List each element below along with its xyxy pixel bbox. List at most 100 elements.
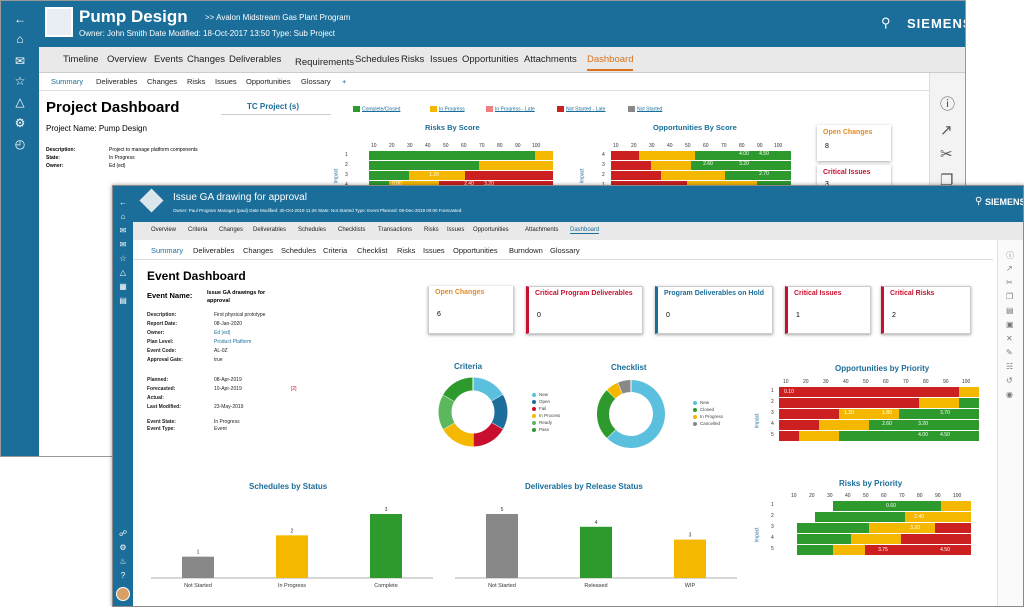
calendar-icon[interactable]: ▦ [119, 282, 127, 291]
copy-icon[interactable]: ❐ [940, 172, 954, 189]
copy-icon[interactable]: ❐ [1006, 292, 1014, 301]
tab-risks[interactable]: Risks [424, 227, 439, 233]
subtab-opportunities[interactable]: Opportunities [453, 246, 498, 255]
tab-timeline[interactable]: Timeline [63, 54, 99, 65]
deliverables-bar-wip[interactable] [674, 539, 706, 578]
open-changes-card[interactable]: Open Changes 8 [817, 125, 891, 161]
tab-schedules[interactable]: Schedules [355, 54, 400, 65]
tab-checklists[interactable]: Checklists [338, 227, 366, 233]
folder-icon[interactable]: ▣ [1006, 320, 1014, 329]
tab-events[interactable]: Events [154, 54, 184, 65]
tab-dashboard[interactable]: Dashboard [587, 54, 634, 71]
plan-level-link[interactable]: Product Platform [214, 339, 252, 345]
legend-not-started-late[interactable]: Not Started - Late [557, 106, 605, 112]
subtab-glossary[interactable]: Glossary [301, 77, 331, 86]
tab-attachments[interactable]: Attachments [524, 54, 577, 65]
checklist-slice-new[interactable] [606, 380, 665, 448]
owner-link[interactable]: Ed (ed) [214, 330, 231, 336]
tab-risks[interactable]: Risks [401, 54, 425, 65]
cut-icon[interactable]: ✂ [940, 146, 953, 163]
tab-opportunities[interactable]: Opportunities [462, 54, 519, 65]
subtab-schedules[interactable]: Schedules [281, 246, 317, 255]
legend-label[interactable]: In Progress - Late [495, 106, 535, 113]
tab-dashboard[interactable]: Dashboard [570, 227, 600, 234]
add-subtab-button[interactable]: + [342, 77, 347, 86]
subtab-issues[interactable]: Issues [423, 246, 445, 255]
back-arrow-icon[interactable]: ← [119, 198, 127, 207]
legend-label[interactable]: In Progress [439, 106, 465, 113]
tab-overview[interactable]: Overview [107, 54, 147, 65]
open-changes-card[interactable]: Open Changes 6 [428, 286, 514, 334]
legend-not-started[interactable]: Not Started [628, 106, 662, 112]
share-icon[interactable]: ↺ [1006, 376, 1013, 385]
critical-risks-card[interactable]: Critical Risks 2 [881, 286, 971, 334]
critical-issues-card[interactable]: Critical Issues 1 [785, 286, 871, 334]
legend-in-progress-late[interactable]: In Progress - Late [486, 106, 535, 112]
back-arrow-icon[interactable]: ← [14, 12, 26, 26]
subtab-risks[interactable]: Risks [187, 77, 206, 86]
tab-opportunities[interactable]: Opportunities [473, 227, 509, 233]
settings-icon[interactable]: ⚙ [119, 543, 127, 552]
tab-issues[interactable]: Issues [430, 54, 458, 65]
help-icon[interactable]: ? [120, 571, 126, 580]
checklist-slice-closed[interactable] [597, 389, 616, 439]
legend-complete[interactable]: Complete/Closed [353, 106, 400, 112]
home-icon[interactable]: ⌂ [120, 212, 126, 221]
info-icon[interactable]: ⓘ [940, 96, 956, 113]
subtab-summary[interactable]: Summary [51, 77, 84, 86]
cut-icon[interactable]: ✂ [1006, 278, 1013, 287]
network-icon[interactable]: ⚙ [14, 116, 26, 130]
hierarchy-icon[interactable]: ☵ [1006, 362, 1014, 371]
delete-icon[interactable]: ✕ [1006, 334, 1013, 343]
tab-deliverables[interactable]: Deliverables [229, 54, 282, 65]
tab-schedules[interactable]: Schedules [298, 227, 327, 233]
legend-in-progress[interactable]: In Progress [430, 106, 465, 112]
breadcrumb[interactable]: >> Avalon Midstream Gas Plant Program [205, 13, 351, 22]
subtab-deliverables[interactable]: Deliverables [193, 246, 235, 255]
search-icon[interactable]: ⚲ [881, 15, 891, 30]
tab-criteria[interactable]: Criteria [188, 227, 208, 233]
favorites-icon[interactable]: ☆ [119, 254, 127, 263]
reports-icon[interactable]: ▤ [119, 296, 127, 305]
subtab-changes[interactable]: Changes [147, 77, 178, 86]
deliverables-bar-not-started[interactable] [486, 514, 518, 578]
deliverables-bar-released[interactable] [580, 526, 612, 578]
deliverables-on-hold-card[interactable]: Program Deliverables on Hold 0 [655, 286, 773, 334]
tab-changes[interactable]: Changes [187, 54, 226, 65]
home-icon[interactable]: ⌂ [16, 32, 24, 46]
inbox-icon[interactable]: ✉ [119, 226, 127, 235]
subtab-changes[interactable]: Changes [243, 246, 274, 255]
tab-changes[interactable]: Changes [219, 227, 244, 233]
info-icon[interactable]: ⓘ [1006, 251, 1014, 260]
critical-program-deliverables-card[interactable]: Critical Program Deliverables 0 [526, 286, 643, 334]
criteria-slice-pass[interactable] [443, 377, 474, 402]
subtab-checklist[interactable]: Checklist [357, 246, 388, 255]
tab-deliverables[interactable]: Deliverables [253, 227, 287, 233]
view-icon[interactable]: ◉ [1006, 390, 1013, 399]
forecast-flag[interactable]: [2] [291, 386, 297, 392]
history-icon[interactable]: ◴ [14, 137, 26, 151]
criteria-slice-ready[interactable] [438, 394, 455, 430]
subtab-criteria[interactable]: Criteria [323, 246, 348, 255]
edit-icon[interactable]: ✎ [1006, 348, 1013, 357]
legend-label[interactable]: Not Started [637, 106, 663, 113]
schedules-bar-not-started[interactable] [182, 556, 214, 578]
tab-requirements[interactable]: Requirements [295, 57, 355, 68]
bell-icon[interactable]: ♨ [119, 557, 127, 566]
legend-label[interactable]: Not Started - Late [566, 106, 606, 113]
inbox-icon[interactable]: ✉ [14, 54, 26, 68]
tab-attachments[interactable]: Attachments [525, 227, 559, 233]
breadcrumb-text[interactable]: Avalon Midstream Gas Plant Program [216, 13, 351, 22]
checklist-slice-in-progress[interactable] [606, 382, 623, 399]
subtab-opportunities[interactable]: Opportunities [246, 77, 291, 86]
legend-label[interactable]: Complete/Closed [362, 106, 401, 113]
schedules-bar-in-progress[interactable] [276, 535, 308, 578]
checklist-slice-cancelled[interactable] [617, 380, 632, 394]
alert-icon[interactable]: △ [119, 268, 127, 277]
criteria-slice-open[interactable] [491, 394, 508, 430]
favorites-icon[interactable]: ☆ [14, 74, 26, 88]
tab-issues[interactable]: Issues [447, 227, 465, 233]
paste-icon[interactable]: ▤ [1006, 306, 1014, 315]
criteria-slice-fail[interactable] [472, 422, 503, 447]
subtab-burndown[interactable]: Burndown [509, 246, 543, 255]
